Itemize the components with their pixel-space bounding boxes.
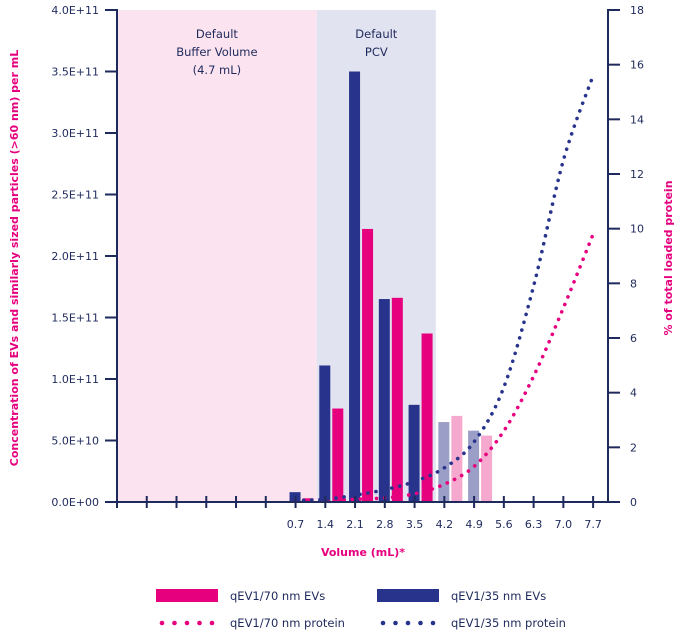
left-tick-label-2: 1.0E+11 [51, 373, 99, 386]
right-tick-label-4: 8 [630, 277, 637, 290]
x-tick-label-8: 6.3 [525, 518, 543, 531]
bar-70nm-6 [481, 435, 493, 502]
left-tick-label-5: 2.5E+11 [51, 189, 99, 202]
x-tick-label-9: 7.0 [555, 518, 573, 531]
right-tick-label-8: 16 [630, 59, 644, 72]
x-tick-label-4: 3.5 [406, 518, 424, 531]
x-tick-label-10: 7.7 [584, 518, 602, 531]
bar-35nm-4 [408, 404, 420, 502]
region-1-label-1: PCV [365, 45, 388, 59]
legend-label-3: qEV1/35 nm protein [451, 616, 566, 630]
left-tick-label-0: 0.0E+00 [51, 496, 99, 509]
bar-35nm-3 [378, 299, 390, 502]
protein-lines [293, 73, 595, 503]
right-tick-label-6: 12 [630, 168, 644, 181]
bar-70nm-1 [332, 408, 344, 502]
bar-35nm-1 [319, 365, 331, 502]
bar-70nm-2 [362, 228, 374, 502]
legend-dot-3-4 [430, 620, 436, 626]
bar-70nm-0 [302, 498, 314, 502]
bar-35nm-2 [349, 71, 361, 502]
x-tick-label-7: 5.6 [495, 518, 513, 531]
protein-line-35nm [293, 73, 595, 503]
right-tick-label-1: 2 [630, 441, 637, 454]
region-1-label-0: Default [355, 27, 398, 41]
legend-dot-3-2 [405, 620, 411, 626]
region-0-label-0: Default [196, 27, 239, 41]
bar-35nm-5 [438, 422, 450, 502]
x-tick-label-3: 2.8 [376, 518, 394, 531]
y-axis-title-right: % of total loaded protein [662, 180, 675, 335]
x-tick-label-2: 2.1 [346, 518, 364, 531]
x-tick-label-0: 0.7 [287, 518, 305, 531]
x-tick-label-6: 4.9 [465, 518, 483, 531]
legend-dot-2-3 [197, 620, 202, 626]
left-tick-label-4: 2.0E+11 [51, 250, 99, 263]
region-0-label-1: Buffer Volume [176, 45, 257, 59]
right-tick-label-0: 0 [630, 496, 637, 509]
right-tick-label-2: 4 [630, 387, 637, 400]
left-tick-label-3: 1.5E+11 [51, 312, 99, 325]
legend-label-0: qEV1/70 nm EVs [230, 589, 325, 603]
x-axis-title: Volume (mL)* [321, 546, 405, 559]
legend-dot-2-0 [159, 620, 165, 626]
x-tick-label-1: 1.4 [317, 518, 335, 531]
left-tick-label-6: 3.0E+11 [51, 127, 99, 140]
region-0-label-2: (4.7 mL) [193, 63, 242, 77]
x-tick-label-5: 4.2 [436, 518, 454, 531]
y-axis-title-left: Concentration of EVs and similarly sized… [8, 50, 21, 466]
legend-dot-2-4 [209, 620, 215, 626]
legend-dot-3-1 [393, 620, 398, 626]
legend-label-1: qEV1/35 nm EVs [451, 589, 546, 603]
left-tick-label-7: 3.5E+11 [51, 66, 99, 79]
legend: qEV1/70 nm EVs qEV1/35 nm EVs qEV1/70 nm p… [156, 589, 566, 630]
axes: 0.0E+00 5.0E+10 1.0E+11 1.5E+11 2.0E+11 2.5E+… [8, 4, 675, 559]
legend-dot-3-3 [418, 620, 423, 626]
left-tick-label-8: 4.0E+11 [51, 4, 99, 17]
legend-swatch-1 [377, 589, 439, 602]
legend-dot-2-1 [172, 620, 177, 626]
right-tick-label-3: 6 [630, 332, 637, 345]
region-0 [117, 10, 317, 502]
legend-dot-2-2 [184, 620, 190, 626]
right-tick-label-7: 14 [630, 113, 644, 126]
legend-swatch-0 [156, 589, 218, 602]
right-tick-label-5: 10 [630, 223, 644, 236]
bar-70nm-3 [391, 297, 403, 502]
right-tick-label-9: 18 [630, 4, 644, 17]
left-tick-label-1: 5.0E+10 [51, 435, 99, 448]
bar-70nm-4 [421, 333, 433, 502]
legend-dot-3-0 [380, 620, 386, 626]
legend-label-2: qEV1/70 nm protein [230, 616, 345, 630]
